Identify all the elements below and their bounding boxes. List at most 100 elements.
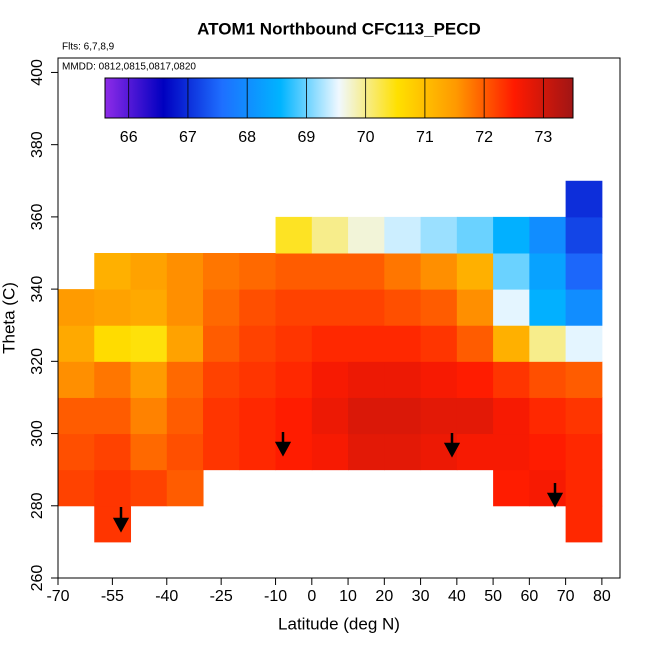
heat-cell xyxy=(94,289,132,326)
heat-cell xyxy=(239,361,277,398)
heat-cell xyxy=(58,469,95,507)
colorbar-tick-label: 73 xyxy=(534,129,552,146)
heat-cell xyxy=(130,397,168,435)
heat-cell xyxy=(456,361,494,398)
heat-cell xyxy=(58,433,95,471)
heat-cell xyxy=(565,361,603,398)
heat-cell xyxy=(130,361,168,398)
x-tick-label: 50 xyxy=(484,588,502,605)
y-tick-label: 320 xyxy=(29,348,46,375)
heat-cell xyxy=(456,397,494,435)
heat-cell xyxy=(420,433,458,471)
heat-cell xyxy=(493,325,530,362)
heat-cell xyxy=(493,433,530,471)
heat-cell xyxy=(311,216,349,254)
heat-cell xyxy=(275,216,313,254)
heat-cell xyxy=(275,397,313,435)
heat-cell xyxy=(529,325,567,362)
heat-cell xyxy=(456,216,494,254)
colorbar-tick-label: 67 xyxy=(179,129,197,146)
heat-cell xyxy=(493,397,530,435)
heat-cell xyxy=(94,253,132,290)
heat-cell xyxy=(493,216,530,254)
heat-cell xyxy=(166,397,204,435)
heat-cell xyxy=(493,469,530,507)
heat-cell xyxy=(275,325,313,362)
heat-cell xyxy=(456,289,494,326)
heat-cell xyxy=(94,361,132,398)
heat-cell xyxy=(166,469,204,507)
heat-cell xyxy=(311,325,349,362)
heat-cell xyxy=(384,397,422,435)
heat-cell xyxy=(529,216,567,254)
heat-cell xyxy=(529,289,567,326)
heat-cell xyxy=(565,289,603,326)
heat-cell xyxy=(239,325,277,362)
heat-cell xyxy=(384,253,422,290)
heat-cell xyxy=(130,433,168,471)
annotation: MMDD: 0812,0815,0817,0820 xyxy=(62,62,196,73)
heat-cell xyxy=(384,325,422,362)
heat-cell xyxy=(94,469,132,507)
y-axis-label: Theta (C) xyxy=(0,282,18,354)
y-tick-label: 280 xyxy=(29,492,46,519)
plot-frame xyxy=(57,57,621,579)
heat-cell xyxy=(420,216,458,254)
heat-cell xyxy=(203,433,240,471)
heat-cell xyxy=(130,469,168,507)
heat-cell xyxy=(311,433,349,471)
heat-cell xyxy=(239,289,277,326)
x-axis-label: Latitude (deg N) xyxy=(278,614,400,633)
heat-cell xyxy=(203,289,240,326)
heat-cell xyxy=(348,253,385,290)
x-tick-label: 80 xyxy=(593,588,611,605)
colorbar xyxy=(104,77,574,119)
x-tick-label: -40 xyxy=(155,588,178,605)
annotation: Flts: 6,7,8,9 xyxy=(62,42,115,53)
heat-cell xyxy=(565,180,603,218)
heat-cell xyxy=(420,397,458,435)
x-tick-label: -10 xyxy=(264,588,287,605)
y-tick-label: 300 xyxy=(29,420,46,447)
x-tick-label: -70 xyxy=(46,588,69,605)
heat-cell xyxy=(94,325,132,362)
heat-cell xyxy=(493,253,530,290)
heat-cell xyxy=(529,253,567,290)
x-tick-label: -55 xyxy=(101,588,124,605)
x-tick-label: 0 xyxy=(307,588,316,605)
heat-cell xyxy=(456,433,494,471)
heat-cell xyxy=(493,289,530,326)
heat-cell xyxy=(130,253,168,290)
heat-cell xyxy=(529,397,567,435)
heat-cell xyxy=(311,397,349,435)
heat-cell xyxy=(348,289,385,326)
y-tick-label: 360 xyxy=(29,203,46,230)
heat-cell xyxy=(311,289,349,326)
heat-cell xyxy=(130,289,168,326)
heat-cell xyxy=(203,361,240,398)
colorbar-tick-label: 70 xyxy=(357,129,375,146)
heat-cell xyxy=(94,433,132,471)
heat-cell xyxy=(130,325,168,362)
x-tick-label: 30 xyxy=(412,588,430,605)
heat-cell xyxy=(529,469,567,507)
heat-cell xyxy=(166,253,204,290)
heat-cell xyxy=(239,253,277,290)
heat-cell xyxy=(166,325,204,362)
heat-cell xyxy=(239,397,277,435)
heat-cell xyxy=(384,289,422,326)
x-tick-label: 70 xyxy=(557,588,575,605)
chart-title: ATOM1 Northbound CFC113_PECD xyxy=(197,19,481,38)
heat-cell xyxy=(420,253,458,290)
heat-cell xyxy=(565,469,603,507)
heat-cell xyxy=(275,289,313,326)
heat-cell xyxy=(275,433,313,471)
heat-cell xyxy=(94,397,132,435)
heat-cell xyxy=(529,433,567,471)
heat-cell xyxy=(275,361,313,398)
heat-cell xyxy=(94,505,132,543)
heat-cell xyxy=(166,361,204,398)
heat-cell xyxy=(275,253,313,290)
heat-cell xyxy=(493,361,530,398)
